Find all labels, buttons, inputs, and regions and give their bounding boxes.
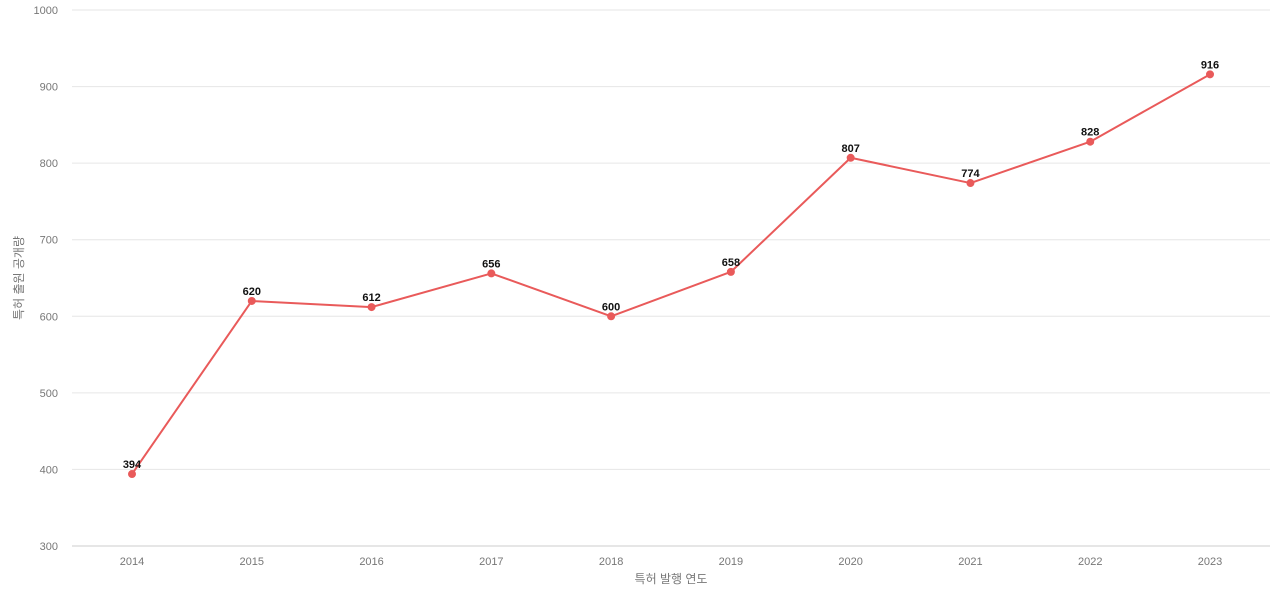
data-point[interactable]	[247, 296, 256, 305]
data-labels: 394 620 612 656 600 658 807 774 828 916	[123, 59, 1219, 471]
x-tick-label: 2018	[599, 556, 623, 568]
x-axis-ticks: 2014 2015 2016 2017 2018 2019 2020 2021 2022 2023	[120, 556, 1222, 568]
x-tick-label: 2021	[958, 556, 982, 568]
data-point[interactable]	[1086, 137, 1095, 146]
y-tick-label: 800	[40, 158, 58, 170]
y-tick-label: 1000	[34, 5, 58, 17]
y-tick-label: 300	[40, 541, 58, 553]
series-layer	[128, 70, 1214, 479]
x-tick-label: 2022	[1078, 556, 1102, 568]
x-tick-label: 2016	[359, 556, 383, 568]
data-label: 828	[1081, 127, 1099, 139]
data-point[interactable]	[607, 312, 616, 321]
x-tick-label: 2014	[120, 556, 144, 568]
x-tick-label: 2017	[479, 556, 503, 568]
data-label: 600	[602, 301, 620, 313]
y-axis-ticks: 300 400 500 600 700 800 900 1000	[34, 5, 58, 553]
gridlines	[72, 9, 1270, 547]
series-line	[131, 73, 1211, 475]
data-label: 807	[841, 143, 859, 155]
data-label: 916	[1201, 59, 1219, 71]
y-axis-title: 특허 출원 공개량	[12, 236, 26, 320]
y-tick-label: 400	[40, 464, 58, 476]
data-point[interactable]	[846, 153, 855, 162]
data-label: 774	[961, 168, 980, 180]
x-axis-title: 특허 발행 연도	[635, 571, 708, 586]
x-tick-label: 2023	[1198, 556, 1222, 568]
x-tick-label: 2020	[838, 556, 862, 568]
data-point[interactable]	[487, 269, 496, 278]
data-label: 658	[722, 257, 740, 269]
data-point[interactable]	[367, 303, 376, 312]
y-tick-label: 600	[40, 311, 58, 323]
data-point[interactable]	[966, 179, 975, 188]
y-tick-label: 700	[40, 235, 58, 247]
data-point[interactable]	[1206, 70, 1214, 79]
x-tick-label: 2015	[240, 556, 264, 568]
data-point[interactable]	[726, 267, 735, 276]
data-label: 620	[243, 286, 261, 298]
data-label: 656	[482, 258, 500, 270]
x-tick-label: 2019	[719, 556, 743, 568]
data-label: 612	[362, 292, 380, 304]
y-tick-label: 900	[40, 82, 58, 94]
data-label: 394	[123, 459, 142, 471]
y-tick-label: 500	[40, 388, 58, 400]
data-point[interactable]	[128, 470, 136, 479]
